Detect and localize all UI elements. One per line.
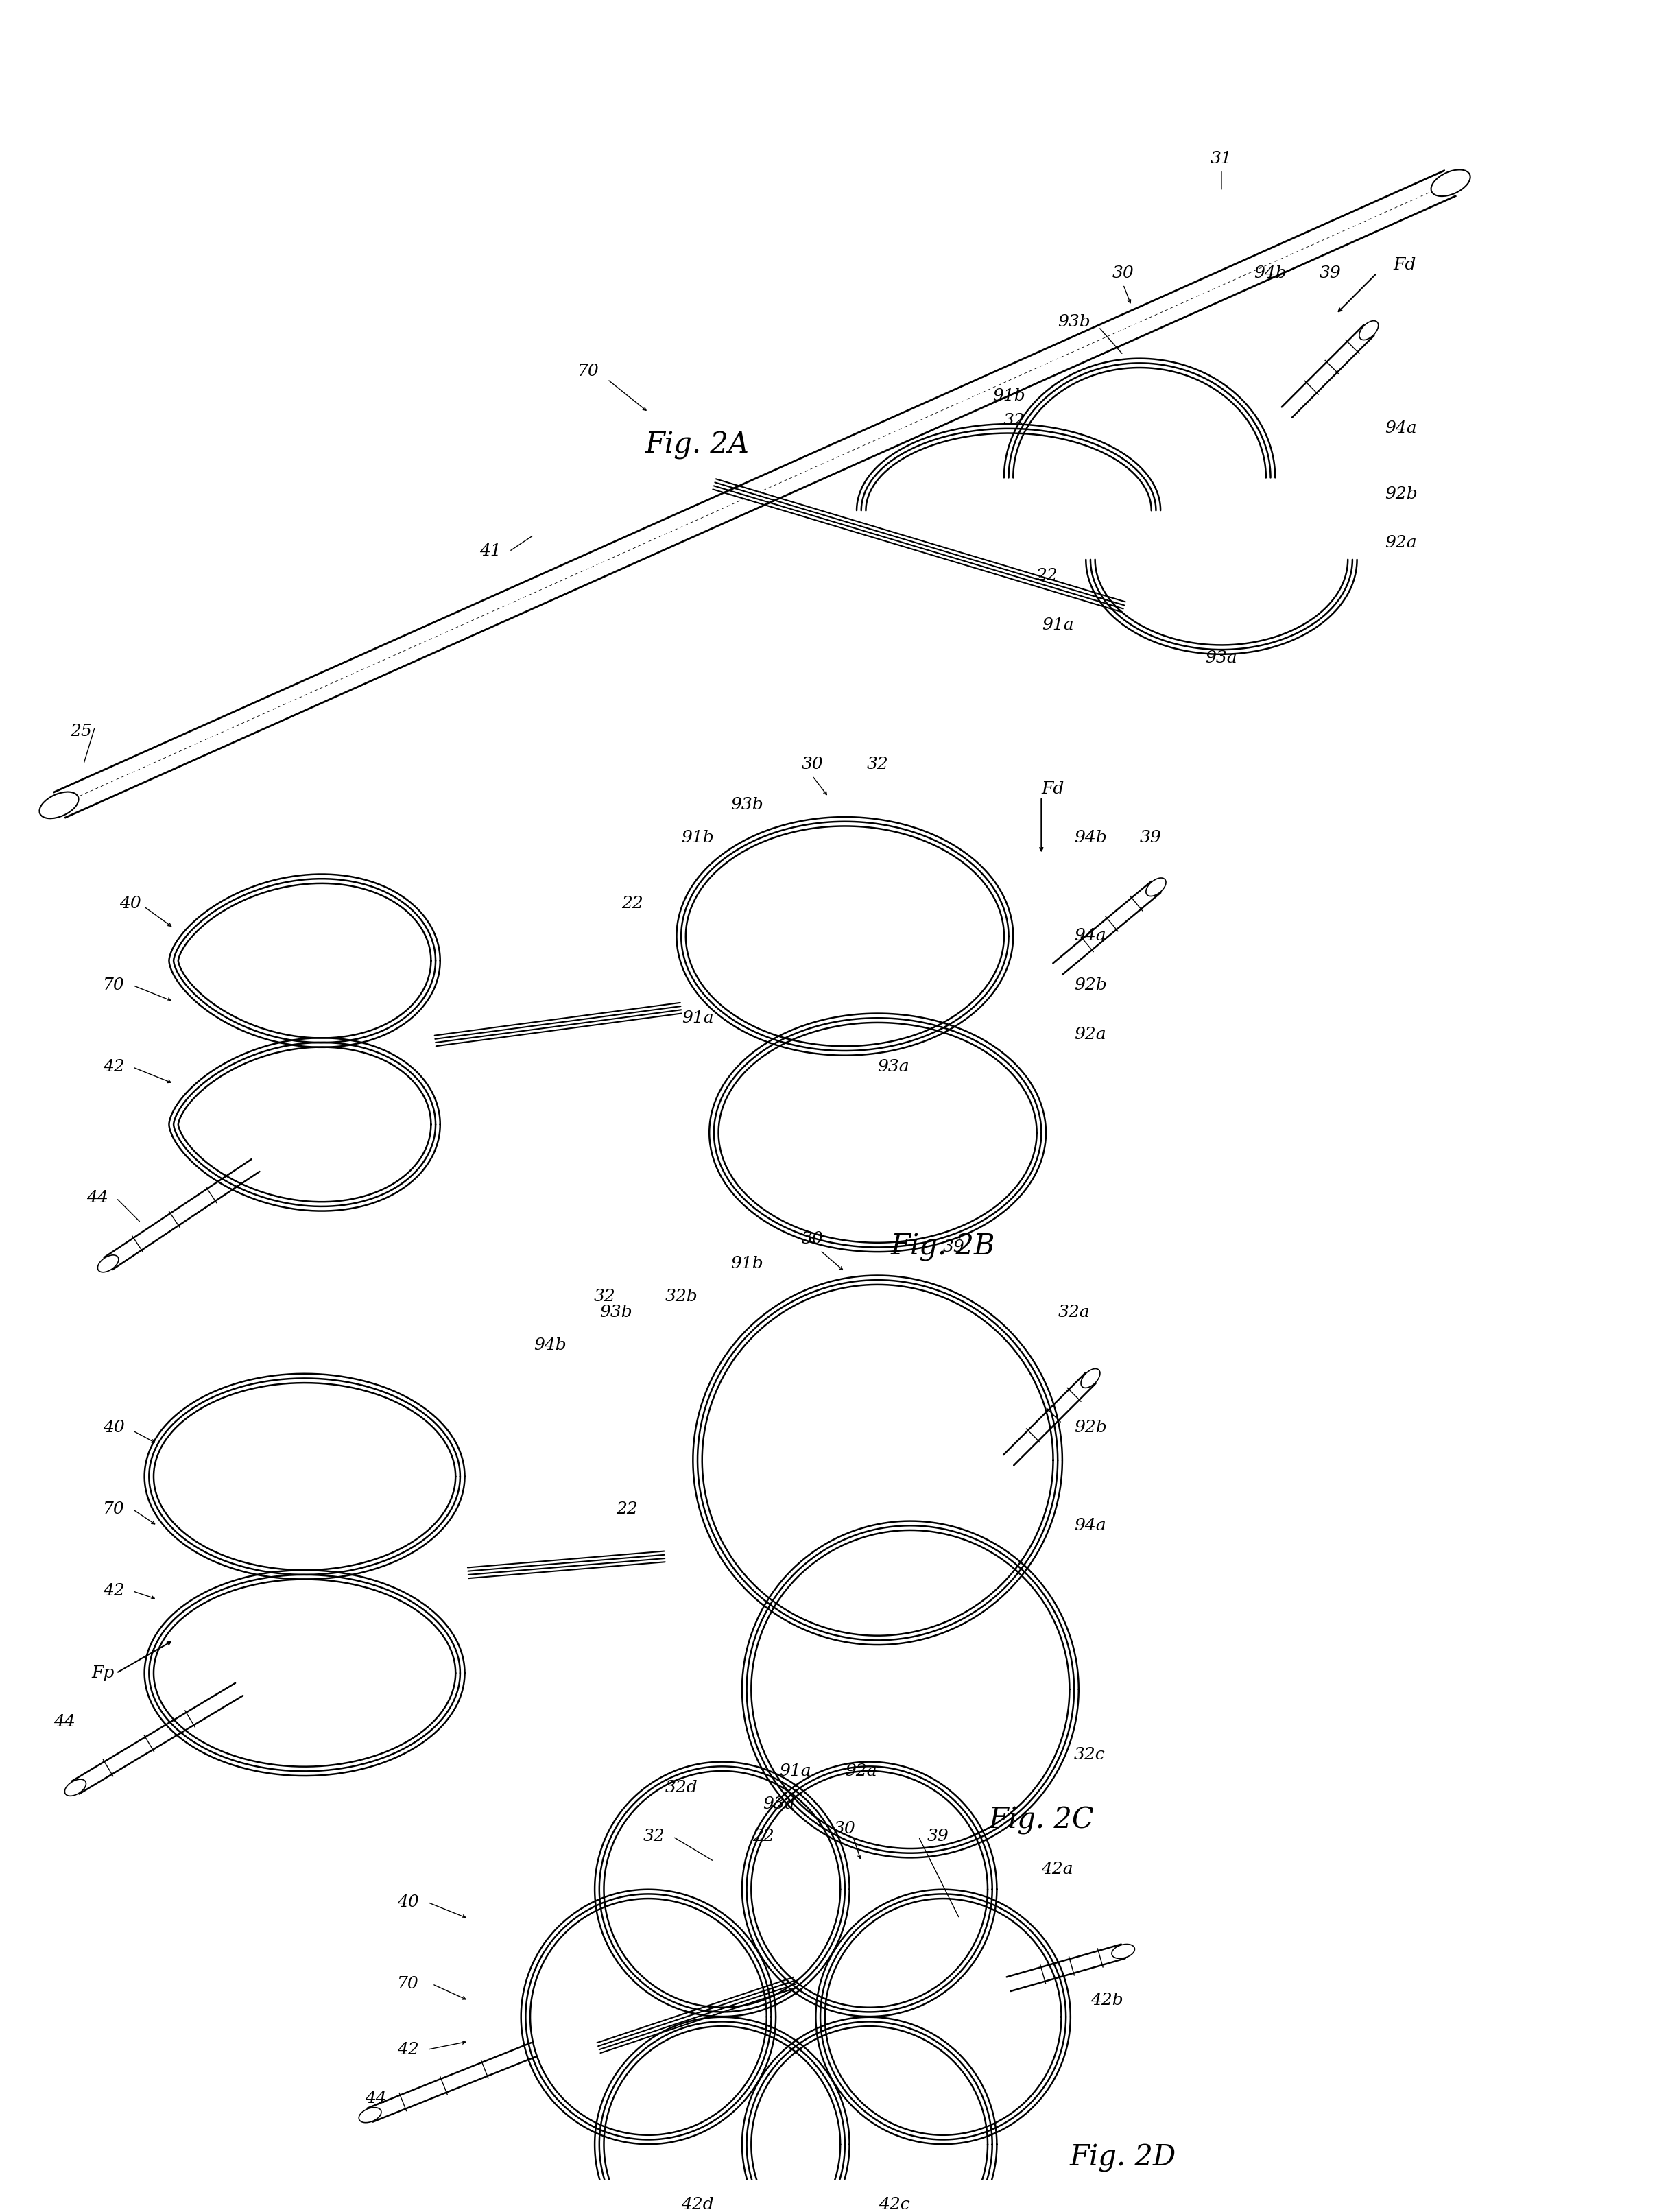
Text: 91b: 91b — [731, 1256, 762, 1272]
Text: 22: 22 — [1036, 568, 1057, 584]
Text: 93a: 93a — [1205, 650, 1238, 666]
Ellipse shape — [1080, 1369, 1100, 1387]
Text: 39: 39 — [1140, 830, 1162, 845]
Text: 93b: 93b — [731, 796, 762, 814]
Text: 22: 22 — [621, 896, 643, 911]
Text: 92a: 92a — [845, 1763, 877, 1778]
Text: 94b: 94b — [534, 1338, 567, 1354]
Text: 40: 40 — [103, 1420, 124, 1436]
Text: 31: 31 — [1211, 150, 1233, 166]
Text: 70: 70 — [103, 978, 124, 993]
Text: 42a: 42a — [1041, 1863, 1074, 1878]
Text: 94b: 94b — [1254, 265, 1287, 281]
Text: 91b: 91b — [681, 830, 714, 845]
Ellipse shape — [1112, 1944, 1135, 1958]
Ellipse shape — [98, 1254, 119, 1272]
Text: 32c: 32c — [1074, 1747, 1105, 1763]
Text: 93a: 93a — [762, 1796, 795, 1812]
Text: 39: 39 — [943, 1239, 964, 1254]
Text: 32a: 32a — [1057, 1305, 1090, 1321]
Text: 44: 44 — [53, 1714, 75, 1730]
Text: 92b: 92b — [1074, 1420, 1107, 1436]
Text: 94b: 94b — [1074, 830, 1107, 845]
Text: 32: 32 — [593, 1290, 616, 1305]
Text: 42: 42 — [103, 1584, 124, 1599]
Text: 91a: 91a — [681, 1011, 714, 1026]
Text: 32: 32 — [643, 1829, 664, 1845]
Text: 30: 30 — [802, 1232, 824, 1248]
Text: 22: 22 — [752, 1829, 774, 1845]
Text: 44: 44 — [86, 1190, 108, 1206]
Text: 92b: 92b — [1385, 487, 1418, 502]
Text: 93b: 93b — [600, 1305, 631, 1321]
Text: 93a: 93a — [878, 1060, 910, 1075]
Text: 44: 44 — [365, 2090, 386, 2106]
Ellipse shape — [1147, 878, 1167, 896]
Ellipse shape — [1359, 321, 1379, 341]
Text: 32d: 32d — [664, 1781, 698, 1796]
Text: 42c: 42c — [878, 2197, 910, 2212]
Text: 41: 41 — [479, 544, 500, 560]
Text: 42b: 42b — [1090, 1993, 1123, 2008]
Text: 70: 70 — [398, 1975, 419, 1993]
Text: Fd: Fd — [1394, 257, 1417, 272]
Text: Fd: Fd — [1041, 781, 1064, 796]
Text: 70: 70 — [103, 1502, 124, 1517]
Text: 92b: 92b — [1074, 978, 1107, 993]
Text: Fp: Fp — [91, 1666, 114, 1681]
Text: 93b: 93b — [1057, 314, 1090, 330]
Text: 42: 42 — [103, 1060, 124, 1075]
Text: 25: 25 — [70, 723, 91, 739]
Text: Fig. 2C: Fig. 2C — [989, 1805, 1094, 1834]
Text: 32: 32 — [1002, 414, 1026, 429]
Text: 30: 30 — [1112, 265, 1133, 281]
Text: 32: 32 — [867, 757, 888, 772]
Text: 39: 39 — [1319, 265, 1342, 281]
Text: 94a: 94a — [1385, 420, 1417, 436]
Text: 91b: 91b — [993, 387, 1026, 405]
Text: 92a: 92a — [1074, 1026, 1107, 1042]
Text: 39: 39 — [926, 1829, 948, 1845]
Text: 32b: 32b — [664, 1290, 698, 1305]
Text: 91a: 91a — [779, 1763, 812, 1778]
Text: 40: 40 — [398, 1893, 419, 1911]
Text: 91a: 91a — [1042, 617, 1074, 633]
Text: Fig. 2D: Fig. 2D — [1070, 2143, 1176, 2172]
Text: 30: 30 — [833, 1820, 855, 1836]
Text: 22: 22 — [616, 1502, 638, 1517]
Text: 30: 30 — [802, 757, 824, 772]
Text: 94a: 94a — [1074, 929, 1107, 945]
Ellipse shape — [360, 2108, 381, 2124]
Text: Fig. 2B: Fig. 2B — [891, 1232, 996, 1261]
Ellipse shape — [1432, 170, 1470, 197]
Text: 70: 70 — [578, 363, 600, 378]
Ellipse shape — [40, 792, 78, 818]
Text: 42: 42 — [398, 2042, 419, 2057]
Text: 40: 40 — [119, 896, 141, 911]
Text: 42d: 42d — [681, 2197, 714, 2212]
Text: 94a: 94a — [1074, 1517, 1107, 1533]
Text: Fig. 2A: Fig. 2A — [646, 431, 749, 460]
Text: 92a: 92a — [1385, 535, 1417, 551]
Ellipse shape — [65, 1778, 86, 1796]
